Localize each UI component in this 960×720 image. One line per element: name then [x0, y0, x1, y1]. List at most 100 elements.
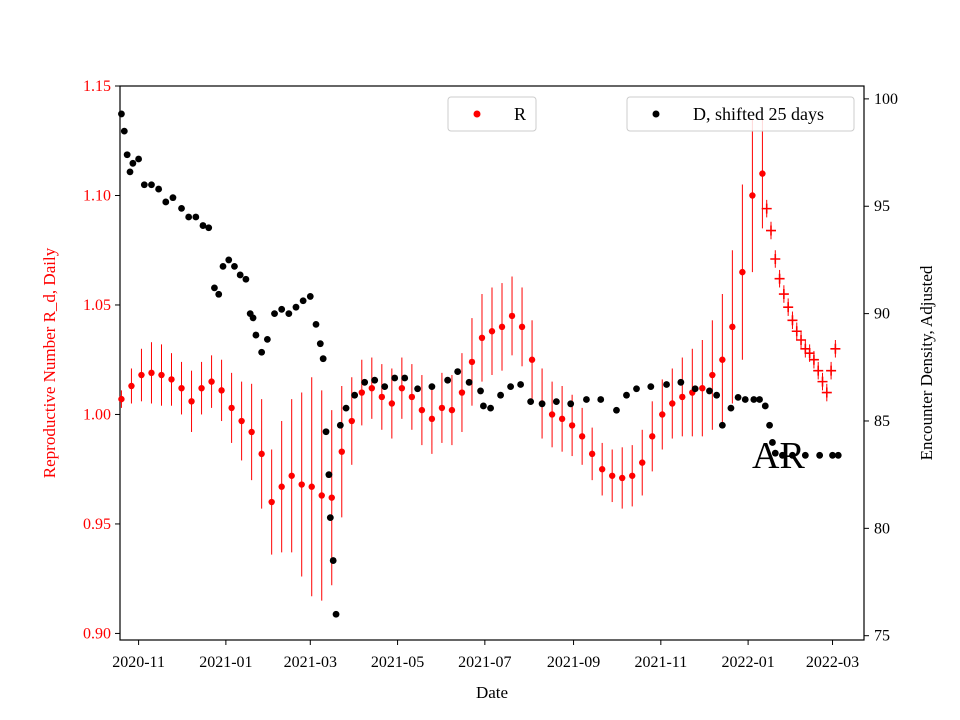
y-left-tick-label: 0.95: [83, 516, 111, 533]
d-point: [647, 383, 655, 391]
r-point: [598, 466, 606, 473]
d-point: [169, 194, 177, 202]
d-point: [597, 396, 605, 403]
r-point: [619, 474, 626, 482]
r-point: [158, 371, 165, 379]
legend-d[interactable]: D, shifted 25 days: [626, 96, 855, 132]
d-point: [381, 383, 389, 391]
r-point: [488, 328, 496, 335]
d-point: [271, 310, 278, 318]
d-point: [623, 391, 630, 399]
r-recent-point: [821, 387, 832, 398]
r-point: [699, 384, 706, 392]
r-point: [298, 481, 305, 488]
d-point: [761, 402, 769, 410]
r-point: [388, 400, 396, 407]
r-point: [709, 371, 716, 379]
legend-r[interactable]: R: [447, 96, 537, 132]
r-point: [418, 406, 426, 414]
r-point: [639, 459, 646, 466]
d-point: [316, 340, 324, 348]
y-left-axis-label: Reproductive Number R_d, Daily: [40, 247, 59, 478]
r-point: [278, 483, 285, 490]
d-point: [231, 262, 238, 270]
x-tick-label: 2021-09: [547, 654, 600, 671]
d-point: [306, 293, 314, 300]
legend-r-box: [447, 96, 537, 132]
d-point: [148, 181, 155, 189]
d-point: [663, 381, 670, 388]
d-point: [162, 198, 170, 206]
legend-d-marker: [652, 110, 660, 118]
r-point: [749, 192, 756, 199]
d-point: [118, 110, 125, 118]
d-point: [401, 374, 409, 382]
d-point: [766, 421, 773, 429]
r-point: [578, 433, 586, 440]
r-recent-point: [770, 253, 781, 264]
r-point: [268, 498, 275, 506]
r-recent-point: [791, 326, 802, 337]
r-point: [679, 393, 686, 401]
y-right-tick-label: 95: [874, 198, 890, 215]
r-point: [318, 492, 325, 499]
d-point: [517, 381, 525, 388]
r-point: [358, 389, 365, 396]
r-point: [458, 389, 466, 396]
d-point: [336, 421, 344, 429]
r-point: [528, 356, 536, 363]
y-right-axis-label: Encounter Density, Adjusted: [917, 265, 936, 460]
legend-d-box: [626, 96, 855, 132]
r-point: [288, 472, 295, 479]
d-point: [258, 348, 266, 356]
r-point: [258, 450, 265, 458]
d-point: [252, 331, 260, 339]
r-point: [328, 494, 335, 501]
r-point: [719, 356, 726, 363]
r-point: [428, 415, 436, 423]
r-point: [518, 323, 526, 331]
r-point: [348, 417, 355, 425]
r-point: [759, 170, 766, 177]
d-point: [361, 378, 369, 386]
d-point: [444, 376, 452, 384]
legend-r-marker: [473, 110, 481, 118]
d-point: [325, 471, 333, 479]
d-point: [507, 383, 514, 391]
d-point: [769, 439, 776, 446]
d-point: [756, 396, 763, 403]
x-axis-label: Date: [476, 683, 508, 702]
r-point: [308, 483, 315, 490]
d-point: [120, 127, 128, 135]
d-point: [613, 406, 620, 414]
r-point: [508, 312, 516, 320]
r-point: [218, 387, 225, 394]
r-point: [438, 404, 446, 412]
d-point: [527, 398, 535, 406]
d-point: [263, 335, 271, 343]
r-point: [498, 323, 506, 331]
d-point: [215, 290, 223, 298]
y-right-tick-label: 80: [874, 520, 890, 537]
r-recent-point: [787, 315, 798, 326]
x-tick-label: 2021-01: [199, 654, 252, 671]
r-point: [378, 393, 386, 401]
r-point: [568, 422, 576, 429]
r-point: [238, 417, 245, 425]
d-point: [677, 378, 685, 386]
x-tick-label: 2022-01: [721, 654, 774, 671]
d-point: [391, 374, 399, 382]
r-recent-point: [804, 348, 815, 359]
d-point: [734, 393, 742, 401]
d-point: [706, 387, 713, 395]
d-point: [779, 451, 786, 459]
r-point: [558, 415, 566, 423]
d-point: [567, 400, 575, 408]
r-point: [588, 450, 596, 458]
d-point: [219, 262, 227, 270]
d-point: [329, 557, 337, 564]
d-point: [312, 320, 320, 328]
r-point: [118, 395, 125, 403]
d-point: [465, 378, 473, 386]
d-point: [552, 398, 560, 406]
